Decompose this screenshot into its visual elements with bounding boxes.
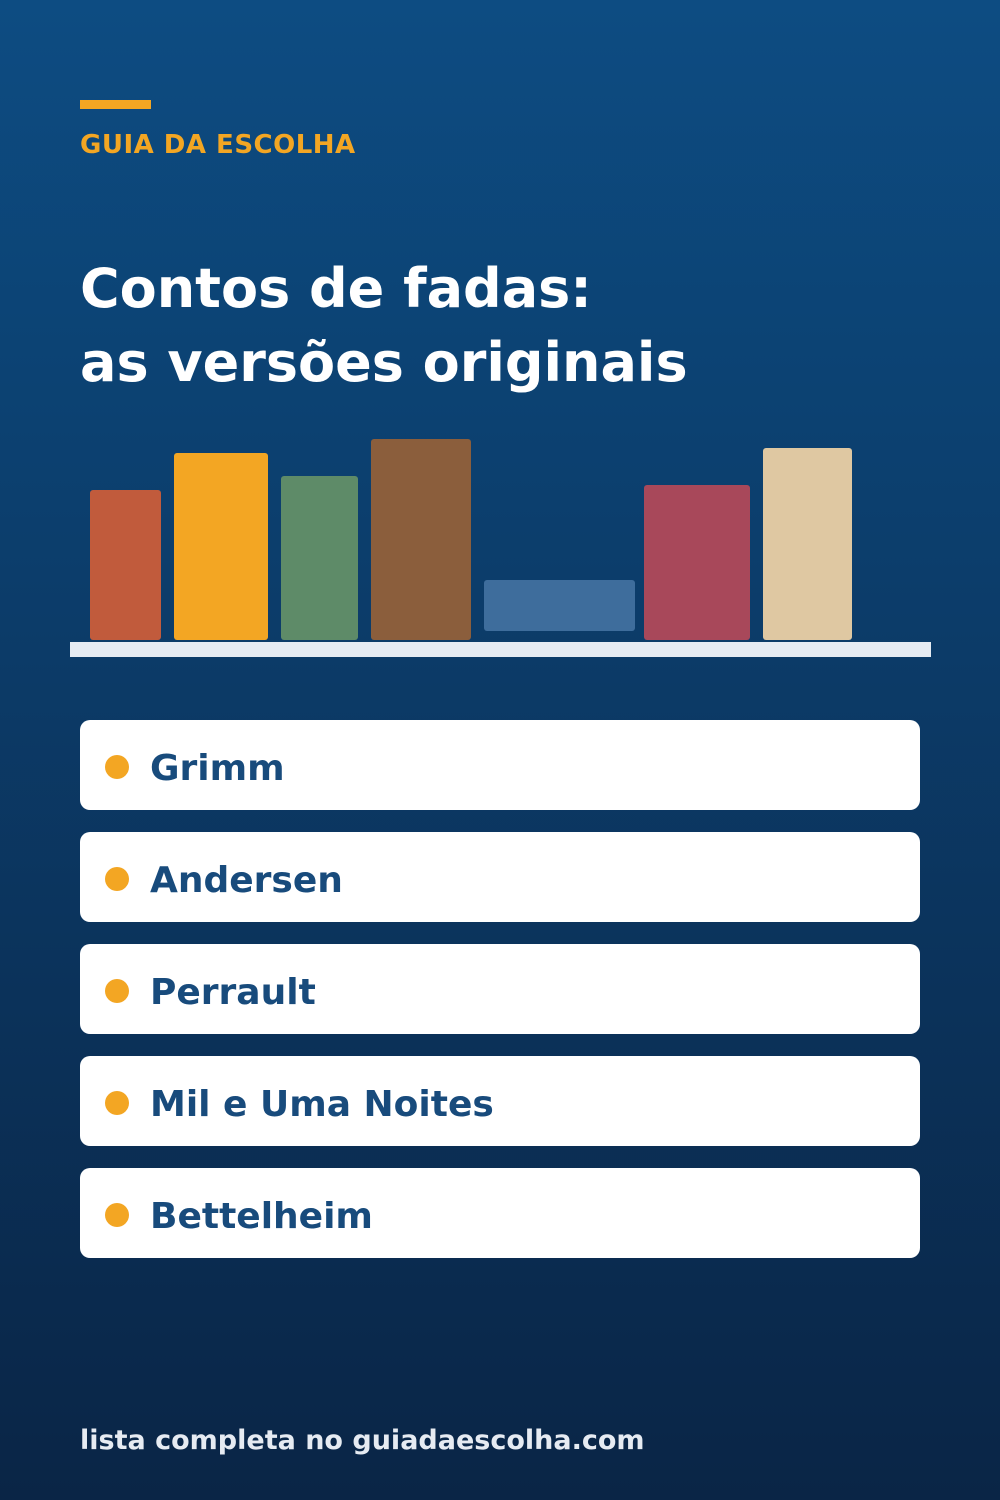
book-6 (644, 485, 750, 640)
list-item-perrault: Perrault (80, 944, 920, 1034)
brand-label: GUIA DA ESCOLHA (80, 130, 356, 160)
book-7 (763, 448, 852, 640)
book-2 (174, 453, 268, 640)
book-5-lying (484, 580, 635, 631)
book-1 (90, 490, 161, 640)
bullet-dot-icon (105, 1203, 129, 1227)
list-item-label: Mil e Uma Noites (150, 1084, 494, 1125)
book-4 (371, 439, 471, 640)
accent-bar (80, 100, 151, 109)
bullet-dot-icon (105, 867, 129, 891)
footer-link-text: lista completa no guiadaescolha.com (80, 1425, 645, 1456)
list-item-bettelheim: Bettelheim (80, 1168, 920, 1258)
bullet-dot-icon (105, 1091, 129, 1115)
list-item-label: Andersen (150, 860, 343, 901)
list-item-label: Bettelheim (150, 1196, 373, 1237)
list-item-andersen: Andersen (80, 832, 920, 922)
bullet-dot-icon (105, 979, 129, 1003)
shelf (70, 642, 931, 657)
title-line-2: as versões originais (80, 331, 688, 394)
bullet-dot-icon (105, 755, 129, 779)
title-line-1: Contos de fadas: (80, 257, 592, 320)
list-item-label: Grimm (150, 748, 285, 789)
book-3 (281, 476, 358, 640)
list-item-label: Perrault (150, 972, 316, 1013)
list-item-grimm: Grimm (80, 720, 920, 810)
list-item-mil-e-uma-noites: Mil e Uma Noites (80, 1056, 920, 1146)
page-title: Contos de fadas: as versões originais (80, 252, 688, 400)
